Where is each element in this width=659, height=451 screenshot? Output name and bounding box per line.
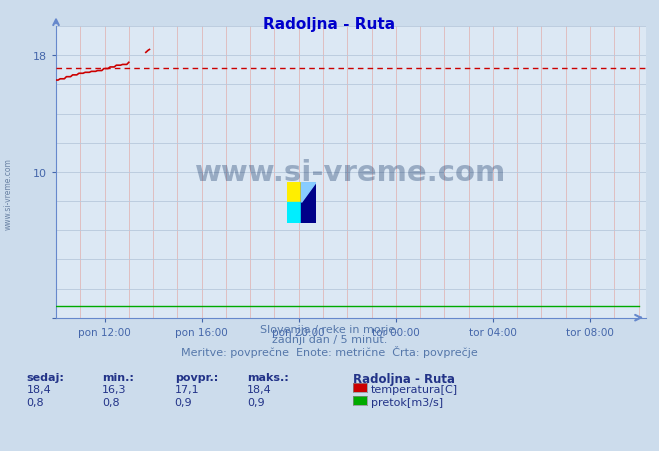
Text: Slovenija / reke in morje.: Slovenija / reke in morje. bbox=[260, 324, 399, 334]
Text: 0,9: 0,9 bbox=[175, 397, 192, 407]
Text: sedaj:: sedaj: bbox=[26, 372, 64, 382]
Text: 18,4: 18,4 bbox=[26, 384, 51, 394]
Bar bbox=[287, 203, 302, 223]
Text: Radoljna - Ruta: Radoljna - Ruta bbox=[264, 17, 395, 32]
Text: 17,1: 17,1 bbox=[175, 384, 199, 394]
Bar bbox=[302, 183, 316, 223]
Text: povpr.:: povpr.: bbox=[175, 372, 218, 382]
Text: 0,8: 0,8 bbox=[26, 397, 44, 407]
Text: pretok[m3/s]: pretok[m3/s] bbox=[371, 397, 443, 407]
Text: min.:: min.: bbox=[102, 372, 134, 382]
Text: temperatura[C]: temperatura[C] bbox=[371, 384, 458, 394]
Text: 18,4: 18,4 bbox=[247, 384, 272, 394]
Text: www.si-vreme.com: www.si-vreme.com bbox=[195, 159, 507, 186]
Text: Meritve: povprečne  Enote: metrične  Črta: povprečje: Meritve: povprečne Enote: metrične Črta:… bbox=[181, 345, 478, 358]
Bar bbox=[287, 183, 302, 203]
Text: 0,8: 0,8 bbox=[102, 397, 120, 407]
Text: Radoljna - Ruta: Radoljna - Ruta bbox=[353, 372, 455, 385]
Text: 0,9: 0,9 bbox=[247, 397, 265, 407]
Text: 16,3: 16,3 bbox=[102, 384, 127, 394]
Polygon shape bbox=[302, 183, 316, 203]
Text: www.si-vreme.com: www.si-vreme.com bbox=[3, 158, 13, 230]
Text: maks.:: maks.: bbox=[247, 372, 289, 382]
Text: zadnji dan / 5 minut.: zadnji dan / 5 minut. bbox=[272, 335, 387, 345]
